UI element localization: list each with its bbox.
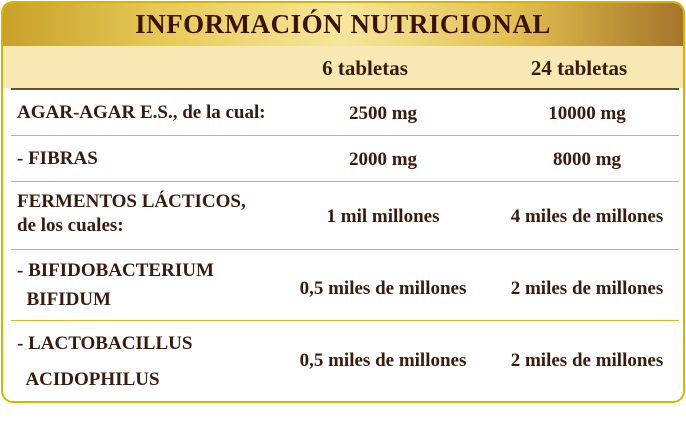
value-6: 1 mil millones: [326, 206, 440, 227]
row-label: - FIBRAS: [17, 148, 98, 169]
row-label: - LACTOBACILLUS: [17, 333, 193, 354]
row-label: - BIFIDOBACTERIUM: [17, 260, 214, 281]
table-row: - BIFIDOBACTERIUM BIFIDUM 0,5 miles de m…: [11, 250, 679, 321]
nutrition-table: INFORMACIÓN NUTRICIONAL 6 tabletas 24 ta…: [1, 1, 685, 403]
row-label-line2: ACIDOPHILUS: [17, 369, 160, 390]
table-title: INFORMACIÓN NUTRICIONAL: [3, 3, 683, 46]
table-row: FERMENTOS LÁCTICOS, de los cuales: 1 mil…: [11, 182, 679, 250]
column-header-24: 24 tabletas: [530, 56, 628, 80]
column-header-band: 6 tabletas 24 tabletas: [3, 46, 683, 88]
value-6: 0,5 miles de millones: [299, 350, 467, 371]
row-label-line2: de los cuales:: [17, 215, 124, 236]
value-24: 10000 mg: [548, 103, 626, 124]
value-24: 8000 mg: [552, 149, 622, 170]
table-row: - LACTOBACILLUS ACIDOPHILUS 0,5 miles de…: [11, 321, 679, 399]
row-label: FERMENTOS LÁCTICOS,: [17, 191, 246, 212]
value-24: 2 miles de millones: [510, 278, 664, 299]
header-divider: [11, 88, 679, 90]
value-6: 2500 mg: [348, 103, 418, 124]
value-6: 0,5 miles de millones: [299, 278, 467, 299]
row-label: AGAR-AGAR E.S., de la cual:: [17, 102, 266, 123]
column-header-6: 6 tabletas: [322, 56, 408, 80]
value-24: 4 miles de millones: [510, 206, 664, 227]
table-row: AGAR-AGAR E.S., de la cual: 2500 mg 1000…: [11, 90, 679, 136]
table-row: - FIBRAS 2000 mg 8000 mg: [11, 136, 679, 182]
value-6: 2000 mg: [348, 149, 418, 170]
value-24: 2 miles de millones: [510, 350, 664, 371]
row-label-line2: BIFIDUM: [17, 289, 111, 310]
